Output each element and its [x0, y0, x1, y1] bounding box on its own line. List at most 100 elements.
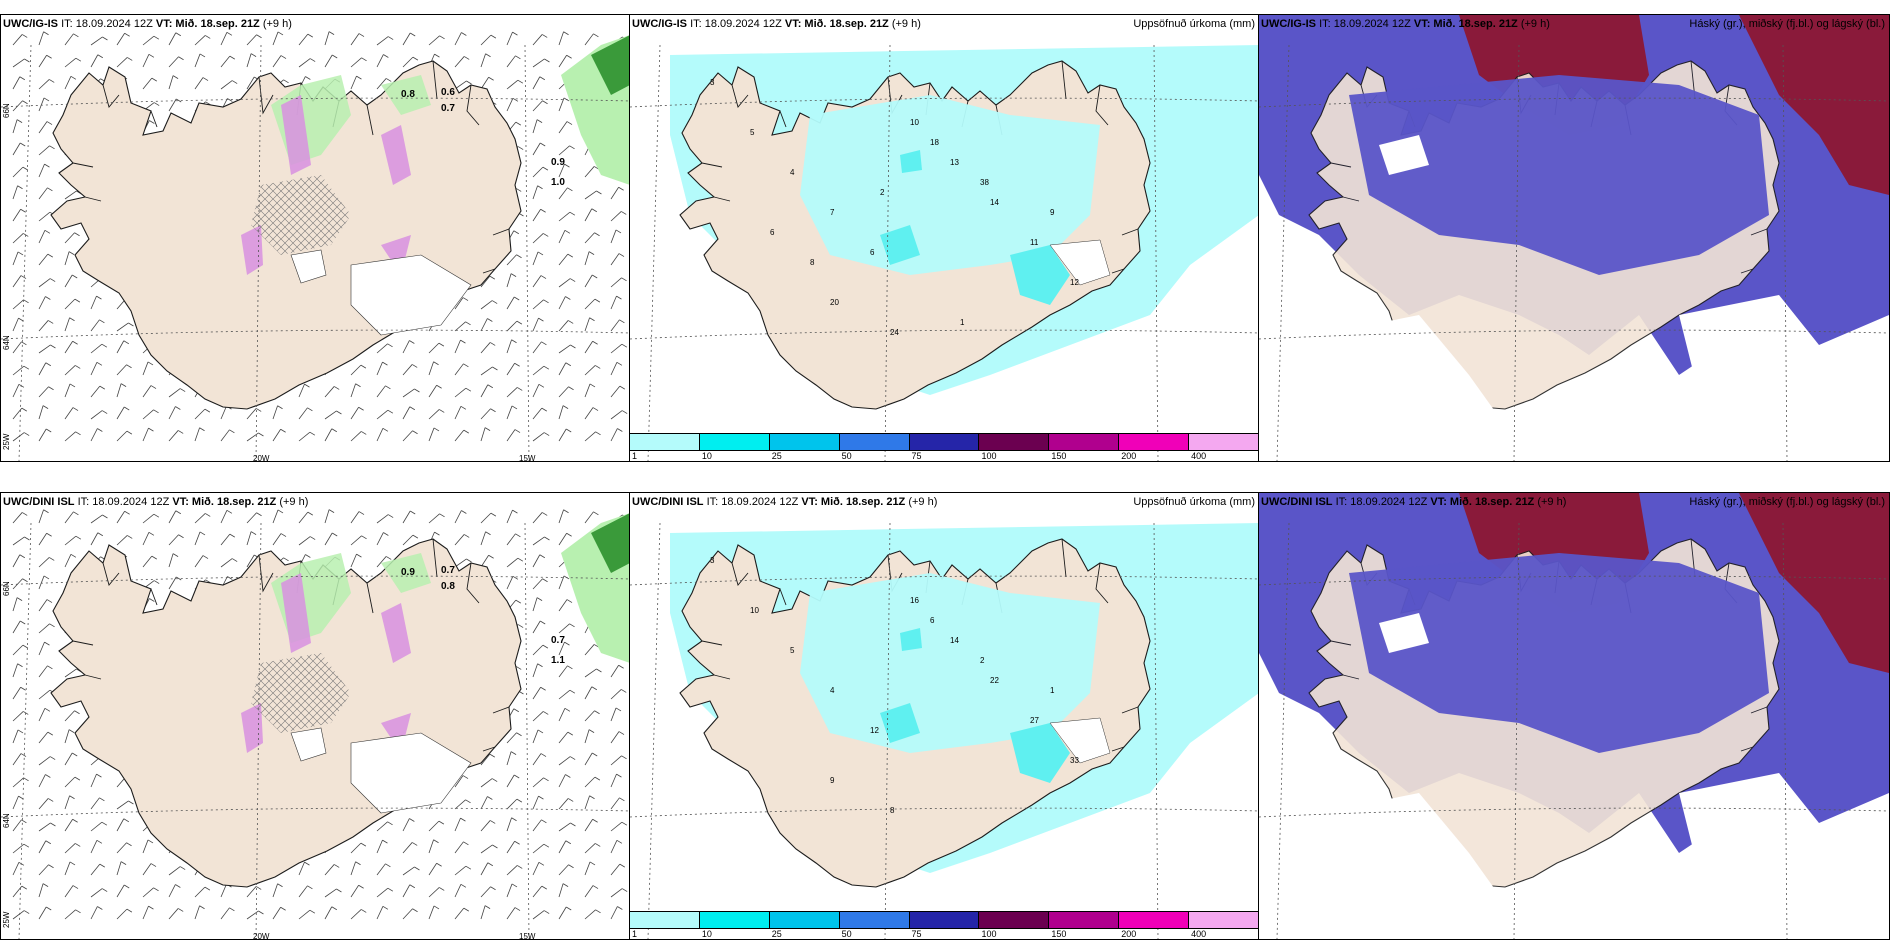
panel-subtitle: Uppsöfnuð úrkoma (mm): [1133, 18, 1255, 30]
panel-r1-cloud: UWC/IG-IS IT: 18.09.2024 12Z VT: Mið. 18…: [1258, 14, 1890, 462]
graticule: [1259, 522, 1889, 939]
colorbar-swatch: [909, 911, 980, 929]
glacier: [350, 732, 472, 814]
panel-r2-precip: UWC/DINI ISL IT: 18.09.2024 12Z VT: Mið.…: [629, 492, 1260, 940]
colorbar-swatch: [839, 911, 910, 929]
precip-value: 3: [710, 556, 715, 565]
rain-value: 0.9: [401, 567, 415, 578]
precip-value: 33: [1070, 756, 1079, 765]
glacier: [350, 254, 472, 336]
rain-heavy: [591, 513, 630, 573]
panel-r1-wind: UWC/IG-IS IT: 18.09.2024 12Z VT: Mið. 18…: [0, 14, 631, 462]
precip-value: 3: [710, 78, 715, 87]
iceland-cloud-map: [1259, 15, 1889, 461]
panel-title: UWC/IG-IS IT: 18.09.2024 12Z VT: Mið. 18…: [632, 18, 921, 30]
lat-label-66: 66N: [2, 103, 11, 118]
precip-heavy: [1010, 245, 1070, 305]
rain-value: 0.7: [551, 635, 565, 646]
precip-value: 11: [1030, 238, 1039, 247]
precip-heavy: [1010, 723, 1070, 783]
clear-area: [1319, 315, 1519, 461]
graticule: [1259, 44, 1889, 461]
panel-title: UWC/DINI ISL IT: 18.09.2024 12Z VT: Mið.…: [1261, 496, 1567, 508]
panel-subtitle: Uppsöfnuð úrkoma (mm): [1133, 496, 1255, 508]
graticule: 66N 64N 20W 15W 25W: [1, 44, 630, 461]
panel-r2-cloud: UWC/DINI ISL IT: 18.09.2024 12Z VT: Mið.…: [1258, 492, 1890, 940]
colorbar-swatch: [699, 911, 770, 929]
rain-value: 0.7: [441, 565, 455, 576]
colorbar-swatch: [1119, 433, 1190, 451]
colorbar-swatch: [839, 433, 910, 451]
colorbar-tick-label: 400: [1191, 451, 1207, 461]
precip-land: [800, 573, 1100, 753]
colorbar-swatch: [769, 433, 840, 451]
precip-value: 27: [1030, 716, 1039, 725]
precip-value: 22: [990, 676, 999, 685]
lat-label-66: 66N: [2, 581, 11, 596]
colorbar-tick-label: 1: [632, 451, 638, 461]
precip-colorbar: 1 10 25 50 75 100 150 200 400: [630, 433, 1259, 461]
panel-r1-precip: UWC/IG-IS IT: 18.09.2024 12Z VT: Mið. 18…: [629, 14, 1260, 462]
lon-label-25: 25W: [2, 433, 11, 450]
colorbar-tick-label: 50: [841, 929, 852, 939]
precip-value: 10: [750, 606, 759, 615]
precip-value: 6: [870, 248, 875, 257]
lon-label-20: 20W: [253, 932, 270, 939]
clear-area: [1319, 793, 1519, 939]
colorbar-tick-label: 200: [1121, 451, 1137, 461]
precip-value: 12: [1070, 278, 1079, 287]
rain-value: 0.9: [551, 157, 565, 168]
precip-value: 8: [810, 258, 815, 267]
precip-value: 6: [770, 228, 775, 237]
colorbar-swatch: [1189, 433, 1259, 451]
lon-label-20: 20W: [253, 454, 270, 461]
precip-value: 8: [890, 806, 895, 815]
hatched-area: [251, 653, 351, 733]
panel-r2-wind: UWC/DINI ISL IT: 18.09.2024 12Z VT: Mið.…: [0, 492, 631, 940]
panel-subtitle: Háský (gr.), miðský (fj.bl.) og lágský (…: [1689, 18, 1885, 30]
colorbar-swatch: [1049, 911, 1120, 929]
colorbar-swatch: [630, 911, 700, 929]
rain-overlay: [241, 75, 431, 275]
hatched-area: [251, 175, 351, 255]
precip-value: 5: [790, 646, 795, 655]
precip-value: 24: [890, 328, 899, 337]
high-cloud: [1739, 15, 1889, 195]
precip-value: 1: [960, 318, 965, 327]
precip-value: 20: [830, 298, 839, 307]
mid-cloud-land: [1349, 553, 1769, 753]
lat-label-64: 64N: [2, 813, 11, 828]
panel-title: UWC/IG-IS IT: 18.09.2024 12Z VT: Mið. 18…: [3, 18, 292, 30]
colorbar-swatch: [630, 433, 700, 451]
rain-value: 1.0: [551, 177, 565, 188]
precip-value: 2: [980, 656, 985, 665]
glacier: [1049, 239, 1111, 286]
precip-colorbar: 1 10 25 50 75 100 150 200 400: [630, 911, 1259, 939]
iceland-wind-map: 66N 64N 20W 15W 25W 0.9 0.7 0.8 0.7 1.1: [1, 509, 630, 939]
graticule: [630, 522, 1259, 939]
colorbar-tick-label: 150: [1051, 451, 1067, 461]
colorbar-tick-label: 75: [911, 929, 922, 939]
rain-heavy: [591, 35, 630, 95]
precip-value: 7: [830, 208, 835, 217]
panel-title: UWC/IG-IS IT: 18.09.2024 12Z VT: Mið. 18…: [1261, 18, 1550, 30]
rain-value: 0.8: [401, 89, 415, 100]
colorbar-tick-label: 25: [771, 451, 782, 461]
colorbar-tick-label: 100: [981, 929, 997, 939]
precip-value: 6: [930, 616, 935, 625]
colorbar-swatch: [1119, 911, 1190, 929]
precip-value: 13: [950, 158, 959, 167]
precip-heavy: [900, 150, 922, 173]
colorbar-tick-label: 10: [701, 929, 712, 939]
iceland-precip-map: 3 5 4 7 6 10 13 14 11 12 20 24 18 38 9 8 6 2 1: [630, 44, 1259, 461]
colorbar-swatch: [769, 911, 840, 929]
precip-value: 14: [990, 198, 999, 207]
panel-subtitle: Háský (gr.), miðský (fj.bl.) og lágský (…: [1689, 496, 1885, 508]
high-cloud: [1739, 493, 1889, 673]
colorbar-tick-label: 10: [701, 451, 712, 461]
colorbar-tick-label: 75: [911, 451, 922, 461]
clear-area: [1379, 613, 1429, 653]
precip-heavy: [880, 703, 920, 743]
panel-title: UWC/DINI ISL IT: 18.09.2024 12Z VT: Mið.…: [3, 496, 309, 508]
lat-label-64: 64N: [2, 335, 11, 350]
